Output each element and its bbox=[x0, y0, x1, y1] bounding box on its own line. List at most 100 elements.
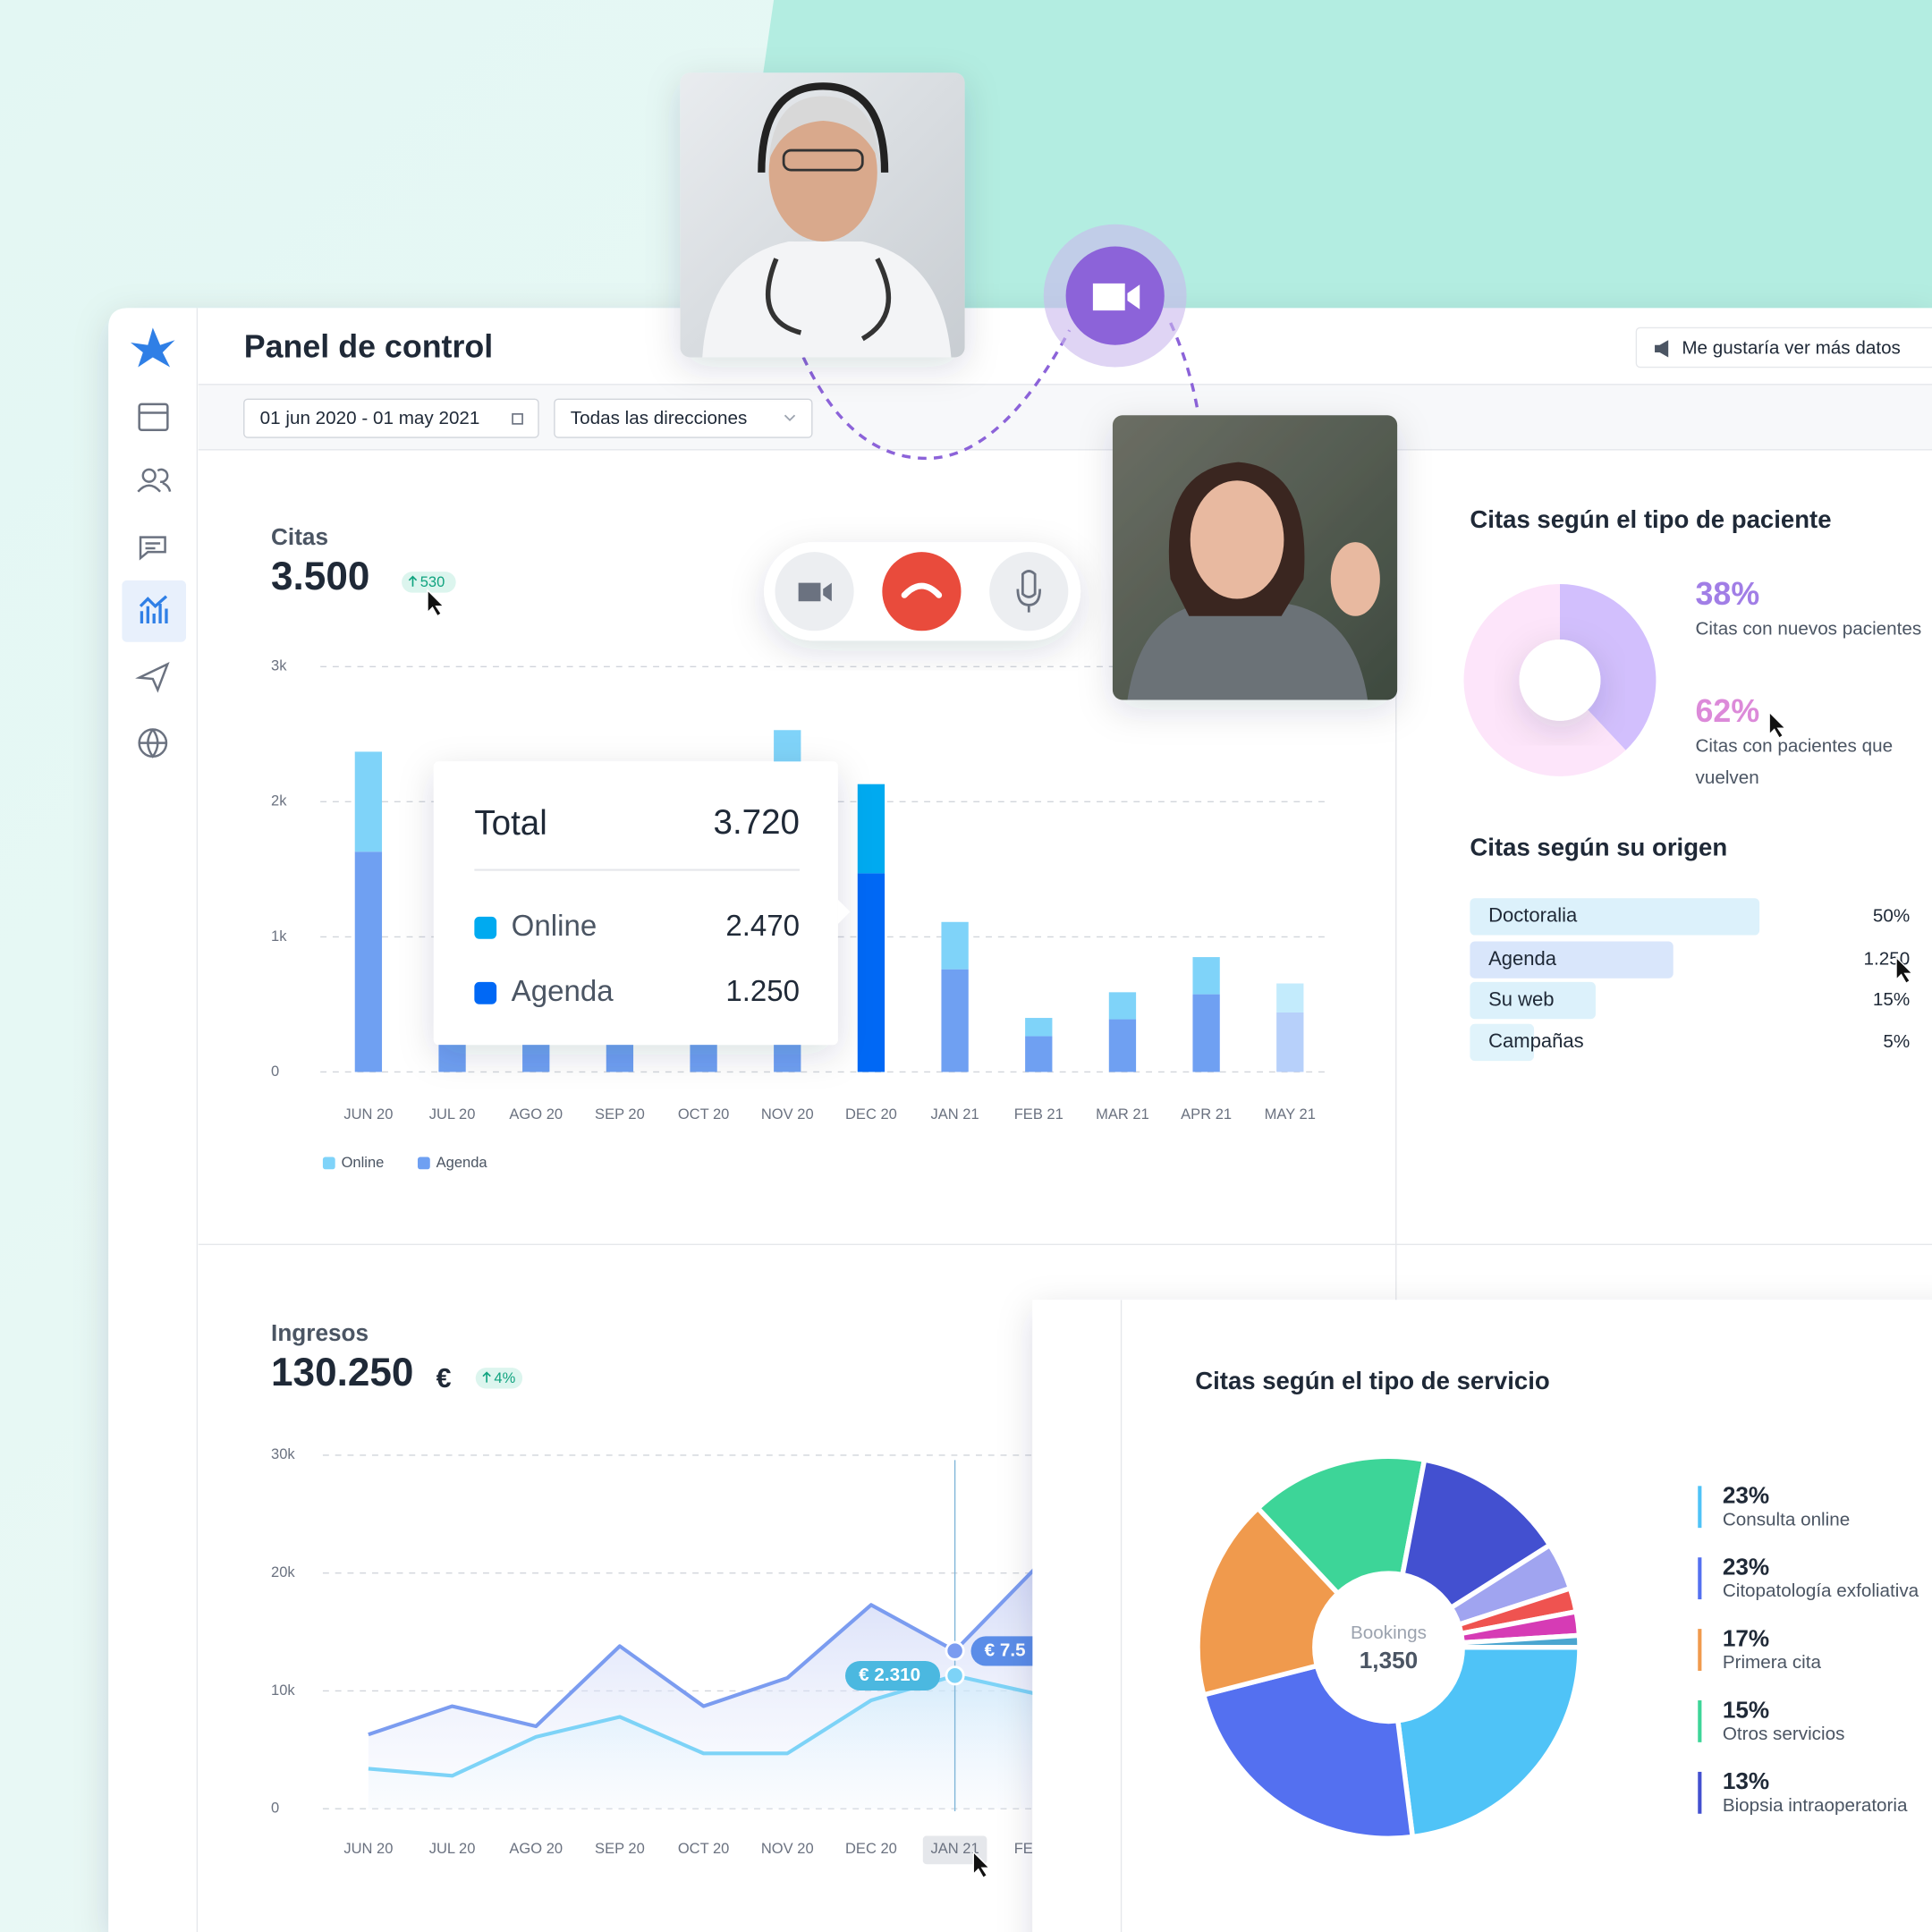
x-tick-label: NOV 20 bbox=[761, 1106, 814, 1123]
bar-segment bbox=[941, 969, 969, 1072]
currency: € bbox=[436, 1364, 452, 1394]
x-tick-highlight bbox=[922, 1835, 987, 1865]
x-tick-label: SEP 20 bbox=[595, 1840, 645, 1857]
call-connector bbox=[1169, 322, 1199, 411]
chart-total: 3.500 bbox=[271, 555, 369, 598]
legend-bar bbox=[1698, 1771, 1702, 1814]
x-tick-label: SEP 20 bbox=[595, 1106, 645, 1123]
legend-label: Otros servicios bbox=[1723, 1724, 1845, 1744]
legend-label: Biopsia intraoperatoria bbox=[1723, 1795, 1908, 1816]
cursor bbox=[427, 589, 445, 617]
origin-value: 50% bbox=[1873, 905, 1910, 926]
bar-segment bbox=[941, 921, 969, 970]
mic-button bbox=[989, 552, 1069, 631]
doctor-stethoscope bbox=[765, 258, 892, 342]
origin-bar bbox=[1470, 981, 1596, 1020]
call-connector bbox=[801, 329, 1072, 461]
origin-value: 5% bbox=[1883, 1031, 1910, 1052]
annotation-text: € 7.5 bbox=[985, 1640, 1026, 1660]
annotation-badge bbox=[845, 1660, 941, 1690]
bar-segment bbox=[857, 873, 886, 1072]
hangup-button bbox=[882, 552, 962, 631]
page-title: Panel de control bbox=[244, 328, 493, 364]
origin-name: Agenda bbox=[1488, 947, 1557, 970]
origin-bar bbox=[1470, 941, 1674, 979]
y-tick-label: 10k bbox=[271, 1682, 295, 1699]
donut-slice bbox=[1463, 583, 1626, 776]
chart-total: 130.250 bbox=[271, 1351, 413, 1394]
chart-title: Citas según el tipo de paciente bbox=[1470, 505, 1831, 533]
feedback-button-label: Me gustaría ver más datos bbox=[1682, 337, 1901, 358]
x-tick-label: NOV 20 bbox=[761, 1840, 814, 1857]
y-tick-label: 0 bbox=[271, 1063, 279, 1080]
donut-hole bbox=[1519, 639, 1601, 721]
x-tick-label: JUL 20 bbox=[429, 1840, 476, 1857]
x-tick-label: JUN 20 bbox=[343, 1106, 393, 1123]
x-tick-label: JAN 21 bbox=[931, 1840, 979, 1857]
change-value: 530 bbox=[420, 573, 445, 590]
icon-chevron bbox=[784, 414, 796, 422]
x-tick-label: OCT 20 bbox=[678, 1106, 730, 1123]
doctor-head bbox=[768, 103, 877, 242]
feedback-button bbox=[1635, 326, 1932, 369]
donut-value-label: 38% bbox=[1696, 576, 1760, 612]
line bbox=[368, 1568, 1033, 1737]
bar-segment bbox=[1192, 957, 1220, 995]
y-tick-label: 0 bbox=[271, 1800, 279, 1817]
date-filter-value: 01 jun 2020 - 01 may 2021 bbox=[260, 408, 480, 428]
icon-mic bbox=[1016, 570, 1042, 613]
hover-point bbox=[945, 1665, 965, 1686]
origin-bar bbox=[1470, 898, 1760, 936]
bar-segment bbox=[1276, 983, 1304, 1013]
chart-title: Ingresos bbox=[271, 1319, 369, 1346]
x-tick-label: MAY 21 bbox=[1265, 1106, 1316, 1123]
bar-segment bbox=[354, 751, 383, 852]
cursor bbox=[972, 1850, 991, 1879]
line-plot bbox=[368, 1460, 1033, 1812]
tooltip-total: 3.720 bbox=[714, 803, 801, 842]
legend-label: Consulta online bbox=[1723, 1509, 1850, 1530]
background-shape bbox=[726, 0, 1932, 323]
legend-value: 23% bbox=[1723, 1554, 1769, 1580]
icon-send bbox=[135, 662, 170, 693]
donut-description: Citas con nuevos pacientes bbox=[1696, 619, 1922, 640]
icon-arrow-up bbox=[408, 575, 418, 587]
donut-center-value: 1,350 bbox=[1360, 1647, 1418, 1674]
x-tick-label: JUN 20 bbox=[343, 1840, 393, 1857]
x-tick-label: FEB 21 bbox=[1014, 1106, 1063, 1123]
date-filter bbox=[243, 398, 539, 438]
hover-point bbox=[945, 1640, 965, 1661]
bar-segment bbox=[354, 852, 383, 1072]
legend-bar bbox=[1698, 1629, 1702, 1671]
donut-slice bbox=[1559, 583, 1657, 750]
bar-segment bbox=[857, 784, 886, 874]
doctor-headset bbox=[758, 82, 889, 173]
cursor bbox=[1895, 955, 1914, 985]
donut-description-text: Citas con pacientes que vuelven bbox=[1695, 735, 1894, 789]
tooltip-row-name: Agenda bbox=[512, 975, 614, 1008]
legend-label: Agenda bbox=[436, 1154, 488, 1171]
legend-label: Primera cita bbox=[1723, 1652, 1822, 1673]
tooltip-row-value: 2.470 bbox=[725, 910, 800, 943]
icon-calendar-small bbox=[512, 413, 523, 425]
y-tick-label: 20k bbox=[271, 1563, 295, 1580]
icon-calendar bbox=[138, 402, 169, 432]
chart-title: Citas según el tipo de servicio bbox=[1195, 1367, 1549, 1394]
x-tick-label: DEC 20 bbox=[845, 1840, 897, 1857]
location-filter-value: Todas las direcciones bbox=[571, 408, 748, 428]
x-tick-label: AGO 20 bbox=[509, 1840, 563, 1857]
change-badge bbox=[402, 572, 456, 593]
bar-segment bbox=[1025, 1018, 1053, 1037]
legend-swatch bbox=[322, 1157, 335, 1170]
y-tick-label: 3k bbox=[271, 657, 287, 674]
bar-segment bbox=[1276, 1012, 1304, 1072]
tooltip-swatch bbox=[474, 981, 497, 1004]
logo bbox=[131, 327, 175, 368]
origin-value: 15% bbox=[1873, 989, 1910, 1010]
doctor-body bbox=[702, 242, 952, 358]
legend-value: 13% bbox=[1723, 1767, 1769, 1794]
icon-video bbox=[1092, 283, 1140, 311]
icon-messages bbox=[139, 536, 166, 561]
legend-label: Online bbox=[342, 1154, 385, 1171]
